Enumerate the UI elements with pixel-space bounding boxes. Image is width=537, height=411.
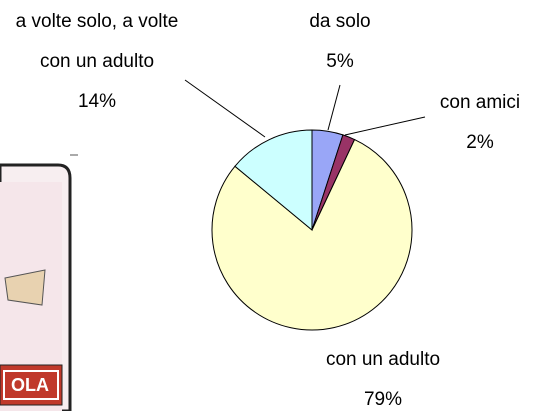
illustration: OLA xyxy=(0,155,78,411)
leader-line xyxy=(185,80,265,137)
value-label: 79% xyxy=(303,380,463,411)
category-label: a volte solo, a volte con un adulto xyxy=(15,2,180,82)
value-label: 14% xyxy=(15,82,180,122)
category-label: da solo xyxy=(280,2,400,42)
category-label: con un adulto xyxy=(303,340,463,380)
leader-line xyxy=(345,117,425,135)
category-label: con amici xyxy=(420,83,537,123)
page: OLA da solo5%con amici2%con un adulto79%… xyxy=(0,0,537,411)
value-label: 5% xyxy=(280,42,400,82)
illustration-text: OLA xyxy=(11,375,49,395)
leaders xyxy=(185,80,425,137)
value-label: 2% xyxy=(420,123,537,163)
leader-line xyxy=(328,85,340,130)
